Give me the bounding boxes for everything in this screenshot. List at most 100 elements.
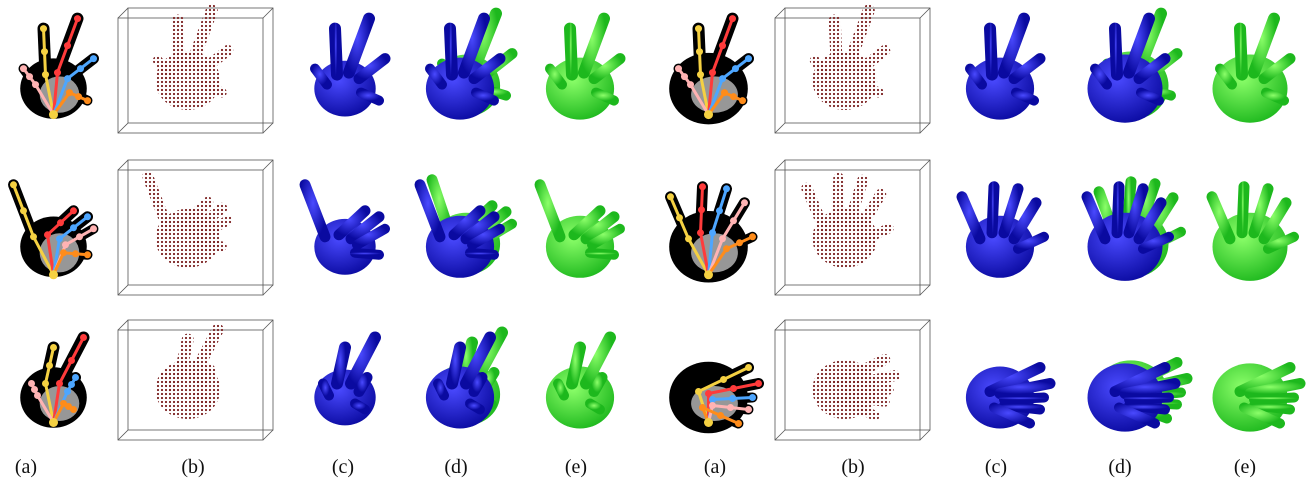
panel-left-row3-c-mesh-finger-0 <box>331 341 351 390</box>
panel-right-row3-b-box-edge-3 <box>919 429 931 441</box>
panel-left-row2-a-joint-4-1 <box>72 250 79 258</box>
caption-c-left: (c) <box>331 456 355 478</box>
panel-right-row3-e-mesh-finger-0 <box>1234 362 1296 397</box>
panel-right-row3-d-pred-mesh-finger-4 <box>1114 402 1160 429</box>
panel-left-row1-c-mesh-finger-0 <box>329 22 343 81</box>
panel-right-row3-b-point-cloud <box>812 354 901 421</box>
panel-left-row1-e-mesh-finger-4 <box>591 87 619 106</box>
panel-left-row2-e <box>534 179 625 278</box>
panel-right-row2-b-point-cloud <box>801 172 894 268</box>
panel-right-row3-e-mesh-finger-1 <box>1244 378 1306 399</box>
panel-left-row1-b-point-cloud-finger-4 <box>198 79 227 98</box>
panel-left-row2-a-joint-0-1 <box>20 207 27 215</box>
panel-left-row3-a-joint-2-0 <box>64 388 71 395</box>
panel-left-row3-a-joint-3-1 <box>31 386 38 393</box>
panel-left-row1-e <box>545 12 626 120</box>
panel-left-row2-a-joint-3-2 <box>90 225 97 233</box>
panel-right-row3-d-pred-mesh-finger-2 <box>1124 392 1174 405</box>
panel-right-row1-d-pred-mesh-finger-1 <box>1123 12 1155 79</box>
panel-left-row3-b-point-cloud-finger-4 <box>192 390 213 407</box>
panel-left-row2-b-box-edge-3 <box>262 284 274 296</box>
panel-left-row1-a-bone-2 <box>52 57 95 116</box>
panel-right-row1-a <box>669 12 754 125</box>
panel-right-row1-a-bone-2 <box>707 57 750 116</box>
panel-right-row1-b-box-back <box>784 7 931 124</box>
panel-right-row1-b-box-edge-3 <box>919 122 931 134</box>
panel-right-row1-b-point-cloud-finger-0 <box>828 14 843 73</box>
panel-right-row1-e-mesh-finger-4 <box>1261 87 1289 106</box>
panel-right-row2-b-box-back <box>784 159 931 286</box>
panel-right-row1-e-mesh-finger-2 <box>1258 53 1296 85</box>
panel-right-row1-e-mesh-finger-0 <box>1234 22 1248 81</box>
panel-right-row3-e-mesh-finger-3 <box>1249 400 1295 415</box>
panel-left-row2-a <box>8 179 99 280</box>
panel-right-row3-d-pred-mesh-finger-1 <box>1119 378 1181 399</box>
panel-left-row3-e-mesh-finger-3 <box>553 378 569 401</box>
panel-right-row2-e-mesh-finger-0 <box>1206 191 1236 245</box>
panel-right-row3-c-mesh <box>965 362 1056 429</box>
panel-right-row2-a-joint-0-2 <box>667 193 674 201</box>
panel-left-row3-a-joint-4-2 <box>70 406 77 413</box>
panel-right-row2-a-joint-4-2 <box>749 233 756 241</box>
panel-left-row1-a-joint-3-1 <box>26 73 33 81</box>
panel-left-row1-a-joint-2-1 <box>77 65 84 73</box>
panel-right-row2-b-point-cloud-finger-3 <box>853 188 887 236</box>
panel-right-row3-e-mesh <box>1212 362 1306 432</box>
panel-left-row3-a-joint-2-2 <box>72 374 79 381</box>
panel-right-row2-b-box-edge-2 <box>774 284 786 296</box>
panel-left-row1-a-bone-1 <box>52 18 79 115</box>
panel-right-row2-a-wrist-joint <box>704 270 713 280</box>
panel-right-row1-a-bone-0 <box>697 28 710 115</box>
panel-left-row2-c-mesh-finger-0 <box>299 179 331 243</box>
panel-right-row1-a-joint-3-0 <box>687 81 694 89</box>
panel-right-row1-e-mesh-finger-1 <box>1248 12 1280 79</box>
panel-right-row1-a-joint-1-2 <box>729 15 736 23</box>
panel-right-row3-d <box>1087 357 1193 432</box>
panel-left-row1-e-mesh-finger-2 <box>588 53 626 85</box>
panel-right-row3-d-pred-mesh-finger-0 <box>1109 362 1171 397</box>
panel-right-row3-c-mesh-finger-3 <box>999 400 1045 415</box>
panel-right-row3-b-point-cloud-finger-4 <box>833 394 880 421</box>
panel-left-row1-a-wrist-joint <box>49 110 58 120</box>
panel-right-row2-b-point-cloud-finger-4 <box>857 223 894 246</box>
panel-left-row3-a <box>20 331 90 428</box>
panel-left-row1-b-box-edge-0 <box>117 7 129 19</box>
panel-right-row3-a-joint-1-2 <box>755 380 762 387</box>
panel-left-row1-b-box-edge-1 <box>262 7 274 19</box>
panel-right-row3-a-joint-2-1 <box>729 395 736 402</box>
panel-right-row2-d-pred-mesh-finger-4 <box>1138 231 1174 254</box>
panel-left-row1-e-mesh-finger-3 <box>545 63 567 90</box>
panel-left-row2-b-box-front <box>117 169 264 296</box>
panel-left-row1-c <box>310 12 391 117</box>
panel-right-row3-a-wrist-joint <box>704 418 713 427</box>
panel-right-row1-a-joint-0-0 <box>697 71 704 79</box>
panel-left-row2-c-mesh <box>299 179 390 275</box>
panel-left-row1-e-mesh-finger-1 <box>578 12 610 79</box>
panel-left-row3-c-mesh-finger-1 <box>345 331 381 390</box>
panel-left-row2-b-box-edge-2 <box>117 284 129 296</box>
panel-left-row1-a-joint-3-0 <box>32 81 39 89</box>
panel-left-row2-e-mesh-finger-0 <box>534 179 566 243</box>
panel-left-row2-a-joint-2-2 <box>84 213 91 221</box>
panel-right-row1-a-joint-4-2 <box>739 97 746 105</box>
panel-left-row2-d <box>414 174 517 278</box>
panel-left-row3-e-mesh-finger-0 <box>566 341 586 390</box>
panel-right-row3-c-mesh-finger-2 <box>999 392 1049 405</box>
panel-right-row3-b-box-edge-0 <box>774 319 786 331</box>
panel-left-row1-a-depth-shade <box>39 76 80 113</box>
panel-left-row1-c-mesh-finger-1 <box>343 12 375 79</box>
panel-right-row3-a-bone-1 <box>707 382 759 423</box>
panel-left-row3-b-point-cloud-finger-3 <box>160 370 177 393</box>
panel-right-row1-b-box-edge-2 <box>774 122 786 134</box>
panel-right-row3-c-mesh-finger-0 <box>984 362 1046 397</box>
panel-left-row1-d <box>425 7 518 120</box>
panel-right-row1-d <box>1087 7 1183 123</box>
caption-a-left: (a) <box>14 456 38 478</box>
panel-right-row2-d-pred-mesh-finger-2 <box>1123 183 1149 239</box>
panel-right-row2-c-mesh-finger-0 <box>956 191 986 245</box>
panel-right-row3-b-box-edge-2 <box>774 429 786 441</box>
panel-right-row2-d-pred-mesh-finger-0 <box>1081 191 1111 245</box>
panel-left-row2-b <box>117 159 274 296</box>
panel-right-row2-a-bone-0 <box>669 196 710 276</box>
panel-right-row1-a-joint-2-1 <box>732 65 739 73</box>
